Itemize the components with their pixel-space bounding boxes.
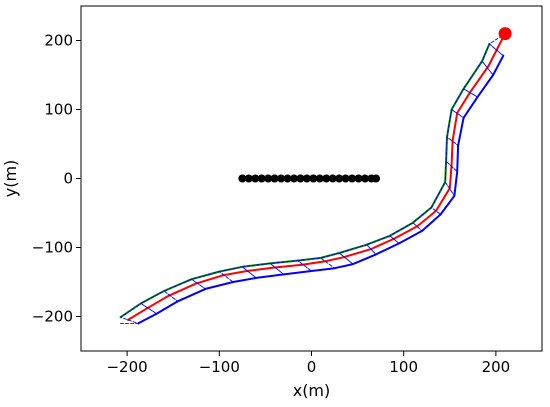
y-tick-label: 200: [44, 32, 73, 50]
x-axis-ticks: −200 −100 0 100 200: [106, 351, 510, 376]
y-tick-label: −200: [32, 308, 73, 326]
obstacle-point: [283, 174, 292, 183]
x-tick-label: −200: [106, 358, 147, 376]
y-axis-label: y(m): [1, 160, 20, 198]
y-axis-ticks: −200 −100 0 100 200: [32, 32, 81, 326]
obstacle-point: [270, 174, 279, 183]
x-tick-label: −100: [199, 358, 240, 376]
obstacle-point: [238, 174, 247, 183]
obstacle-point: [335, 174, 344, 183]
obstacle-point: [257, 174, 266, 183]
obstacle-point: [251, 174, 260, 183]
obstacle-point: [348, 174, 357, 183]
obstacle-point: [315, 174, 324, 183]
obstacle-point: [309, 174, 318, 183]
y-tick-label: 0: [63, 170, 73, 188]
obstacle-point: [264, 174, 273, 183]
obstacle-point: [289, 174, 298, 183]
x-tick-label: 100: [389, 358, 418, 376]
plot-content: [119, 27, 512, 325]
goal-point: [498, 27, 512, 41]
obstacle-point: [244, 174, 253, 183]
obstacle-point: [341, 174, 350, 183]
obstacle-point: [328, 174, 337, 183]
obstacle-point: [302, 174, 311, 183]
x-tick-label: 0: [307, 358, 317, 376]
y-tick-label: 100: [44, 101, 73, 119]
trajectory-line-1: [127, 32, 507, 321]
y-tick-label: −100: [32, 239, 73, 257]
x-axis-label: x(m): [293, 381, 331, 400]
obstacle-point: [296, 174, 305, 183]
obstacle-point: [372, 174, 381, 183]
obstacle-point: [322, 174, 331, 183]
correspondence-dashed-line: [120, 33, 506, 324]
obstacle-point: [354, 174, 363, 183]
x-tick-label: 200: [482, 358, 511, 376]
obstacle-point: [360, 174, 369, 183]
obstacle-point: [277, 174, 286, 183]
